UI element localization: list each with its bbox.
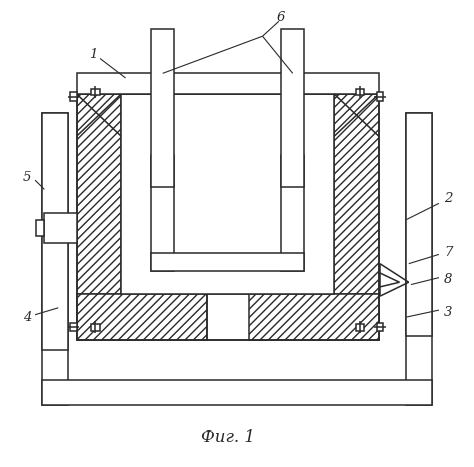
Bar — [91, 324, 100, 331]
Text: 4: 4 — [23, 311, 31, 324]
Text: 8: 8 — [444, 273, 452, 286]
Bar — [377, 323, 383, 332]
Text: 7: 7 — [444, 246, 452, 259]
Bar — [151, 29, 174, 187]
Bar — [77, 294, 207, 340]
Bar — [356, 89, 364, 95]
Bar — [406, 113, 432, 405]
Bar — [70, 323, 77, 332]
Bar — [281, 155, 304, 271]
Text: 2: 2 — [444, 192, 452, 205]
Bar — [121, 94, 335, 294]
Bar — [77, 94, 379, 340]
Bar — [42, 113, 68, 405]
Bar — [77, 73, 379, 94]
Bar — [77, 294, 379, 340]
Bar — [335, 94, 379, 294]
Bar — [70, 92, 77, 101]
Text: 5: 5 — [23, 171, 31, 184]
Bar — [77, 94, 121, 294]
Bar — [406, 113, 432, 336]
Text: 6: 6 — [277, 11, 285, 24]
Bar — [91, 89, 100, 95]
Bar — [377, 92, 383, 101]
Bar — [45, 212, 77, 243]
Bar — [248, 294, 379, 340]
Bar — [356, 324, 364, 331]
Bar — [281, 29, 304, 187]
Text: 3: 3 — [444, 306, 452, 319]
Text: 1: 1 — [89, 48, 97, 61]
Text: Фиг. 1: Фиг. 1 — [201, 429, 255, 446]
Bar — [42, 380, 432, 405]
Bar — [42, 113, 68, 350]
Bar — [151, 253, 304, 271]
Bar — [36, 219, 45, 236]
Bar — [151, 155, 174, 271]
